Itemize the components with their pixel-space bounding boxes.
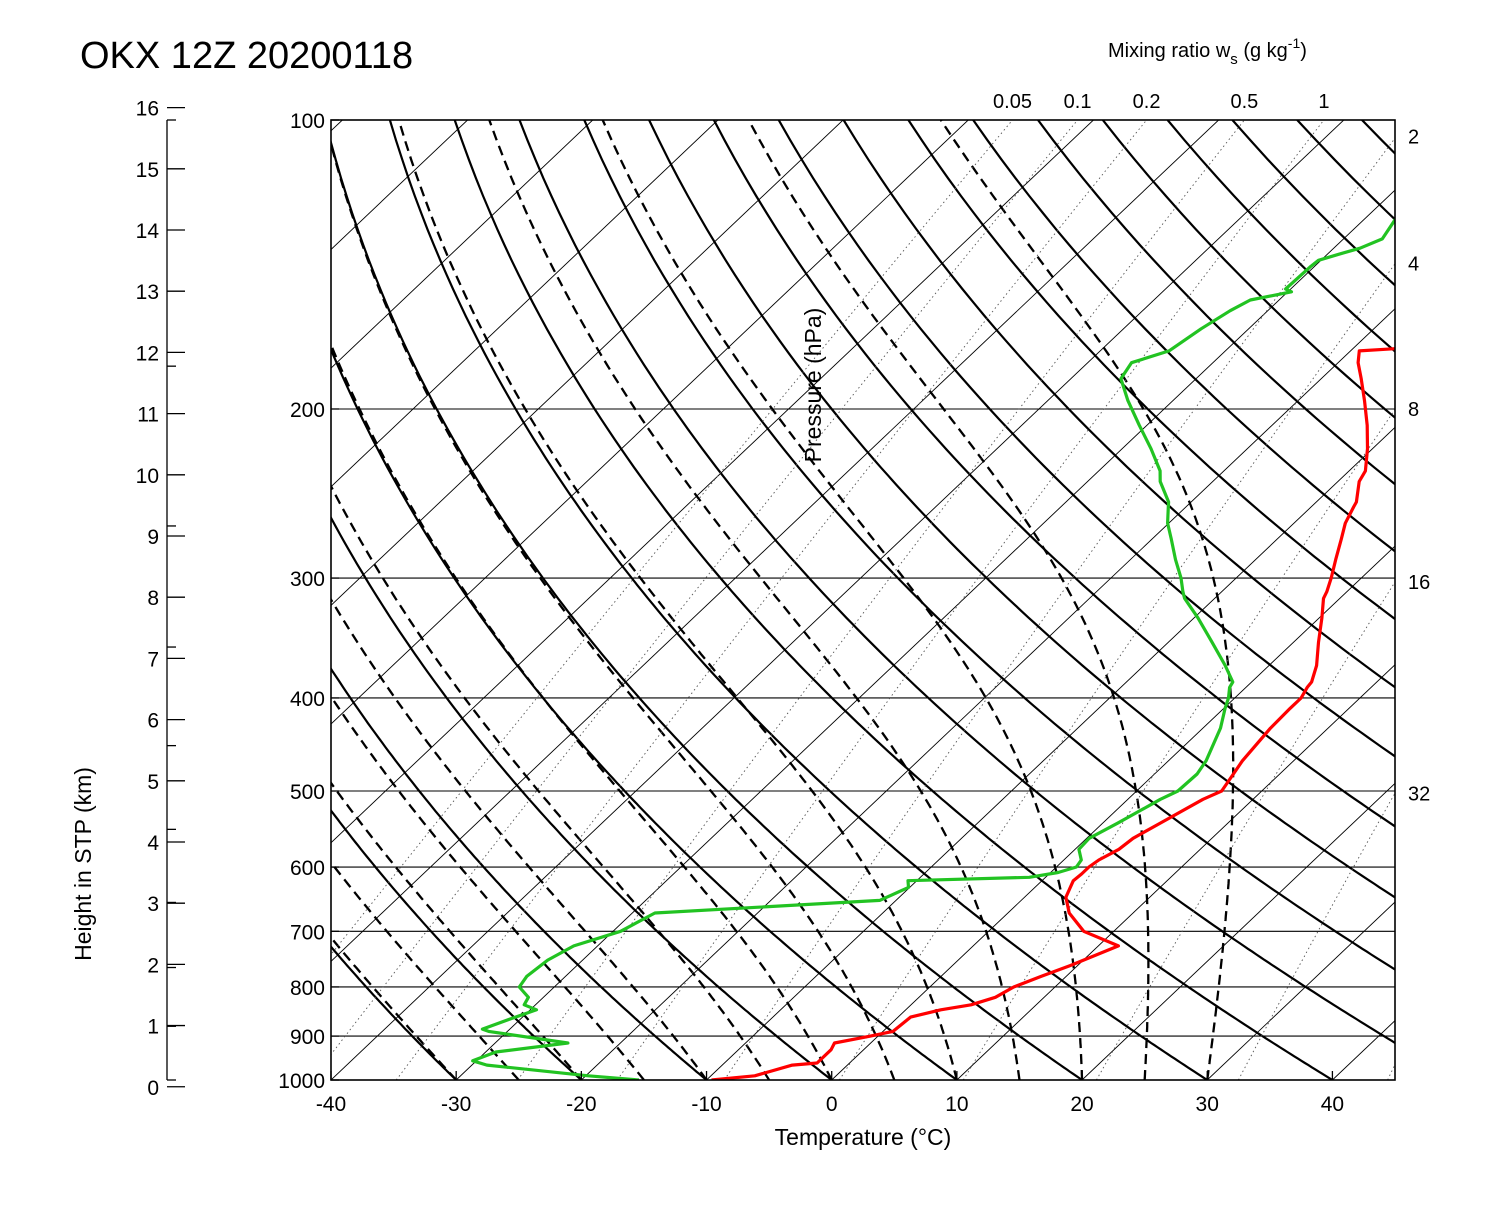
x-tick-label: 30 (1196, 1093, 1219, 1116)
x-tick-label: 10 (945, 1093, 968, 1116)
mixing-ratio-line (232, 120, 1013, 1080)
mixing-ratio-right-label: 16 (1408, 572, 1430, 594)
dry-adiabat-line (1492, 120, 1500, 1080)
height-tick-label: 3 (147, 893, 159, 916)
isotherm-line (1082, 120, 1500, 1080)
dry-adiabat-line (779, 120, 1500, 1080)
dry-adiabat-line (325, 120, 1082, 1080)
mixing-ratio-line (518, 120, 1245, 1080)
mixing-ratio-right-label: 4 (1408, 253, 1419, 275)
moist-adiabat-line (749, 120, 1149, 1080)
pressure-tick-label: 300 (290, 568, 325, 591)
dry-adiabat-line (1362, 120, 1500, 1080)
height-tick-label: 0 (147, 1077, 159, 1100)
dry-adiabat-line (1232, 120, 1500, 1080)
isotherm-line (0, 120, 217, 1080)
mixing-ratio-unit-close: ) (1300, 40, 1307, 62)
thermodynamic-grid (0, 120, 1500, 1080)
x-tick-label: -40 (316, 1093, 346, 1116)
dry-adiabat-line (131, 120, 707, 1080)
mixing-ratio-line (1388, 120, 1500, 1080)
height-axis-label: Height in STP (km) (70, 767, 96, 961)
axis-ticks (167, 108, 1332, 1087)
height-tick-label: 9 (147, 526, 159, 549)
height-tick-label: 13 (136, 281, 159, 304)
mixing-ratio-unit-superscript: -1 (1288, 35, 1301, 51)
isotherm-line (0, 120, 843, 1080)
moist-adiabat-line (43, 120, 519, 1080)
height-tick-label: 14 (136, 220, 160, 243)
height-tick-label: 5 (147, 771, 159, 794)
x-tick-label: -20 (566, 1093, 596, 1116)
height-tick-label: 12 (136, 342, 159, 365)
dewpoint-line (473, 120, 1500, 1080)
isotherm-line (0, 120, 968, 1080)
height-tick-label: 10 (136, 465, 159, 488)
x-tick-label: 0 (826, 1093, 838, 1116)
x-tick-label: 40 (1321, 1093, 1344, 1116)
height-tick-label: 6 (147, 710, 159, 733)
pressure-tick-label: 900 (290, 1026, 325, 1049)
height-tick-label: 11 (137, 404, 159, 427)
pressure-tick-label: 700 (290, 921, 325, 944)
dry-adiabat-line (1427, 120, 1500, 1080)
dry-adiabat-line (455, 120, 1333, 1080)
x-axis-label: Temperature (°C) (775, 1124, 952, 1150)
sounding-profiles (473, 120, 1500, 1080)
mixing-ratio-right-label: 2 (1408, 126, 1419, 148)
mixing-ratio-top-label: 0.5 (1230, 91, 1258, 113)
mixing-ratio-line (839, 120, 1499, 1080)
pressure-tick-label: 200 (290, 399, 325, 422)
dry-adiabat-line (1297, 120, 1500, 1080)
dry-adiabat-line (714, 120, 1500, 1080)
mixing-ratio-top-label: 0.2 (1133, 91, 1161, 113)
dry-adiabat-line (1038, 120, 1500, 1080)
isotherm-line (832, 120, 1500, 1080)
height-tick-label: 4 (147, 832, 159, 855)
pressure-tick-label: 1000 (278, 1070, 325, 1093)
plot-frame (331, 120, 1395, 1080)
isotherm-line (707, 120, 1500, 1080)
dry-adiabat-line (844, 120, 1500, 1080)
isotherm-line (1207, 120, 1500, 1080)
dry-adiabat-line (973, 120, 1500, 1080)
pressure-tick-label: 100 (290, 110, 325, 133)
chart-title: OKX 12Z 20200118 (80, 35, 413, 77)
height-tick-label: 2 (147, 954, 159, 977)
isotherm-line (206, 120, 1219, 1080)
x-tick-label: -10 (691, 1093, 721, 1116)
pressure-tick-label: 500 (290, 781, 325, 804)
mixing-ratio-title: Mixing ratio ws (g kg-1) (1108, 35, 1307, 68)
isotherm-line (1458, 120, 1500, 1080)
mixing-ratio-title-text: Mixing ratio w (1108, 40, 1231, 62)
height-tick-label: 16 (136, 98, 159, 121)
mixing-ratio-line (396, 120, 1146, 1080)
pressure-tick-label: 800 (290, 977, 325, 1000)
mixing-ratio-top-label: 0.05 (993, 91, 1032, 113)
moist-adiabat-line (120, 120, 644, 1080)
mixing-ratio-top-label: 1 (1318, 91, 1329, 113)
height-tick-label: 8 (147, 587, 159, 610)
pressure-tick-label: 600 (290, 857, 325, 880)
height-tick-label: 1 (147, 1016, 159, 1039)
mixing-ratio-right-label: 32 (1408, 784, 1430, 806)
mixing-ratio-unit: (g kg (1238, 40, 1288, 62)
mixing-ratio-subscript: s (1230, 51, 1238, 68)
mixing-ratio-right-label: 8 (1408, 399, 1419, 421)
moist-adiabat-line (489, 120, 1019, 1080)
pressure-tick-label: 400 (290, 688, 325, 711)
x-tick-label: -30 (441, 1093, 471, 1116)
pressure-axis-label: Pressure (hPa) (800, 308, 826, 463)
height-tick-label: 15 (136, 159, 159, 182)
mixing-ratio-top-label: 0.1 (1064, 91, 1092, 113)
height-tick-label: 7 (147, 648, 159, 671)
x-tick-label: 20 (1070, 1093, 1093, 1116)
